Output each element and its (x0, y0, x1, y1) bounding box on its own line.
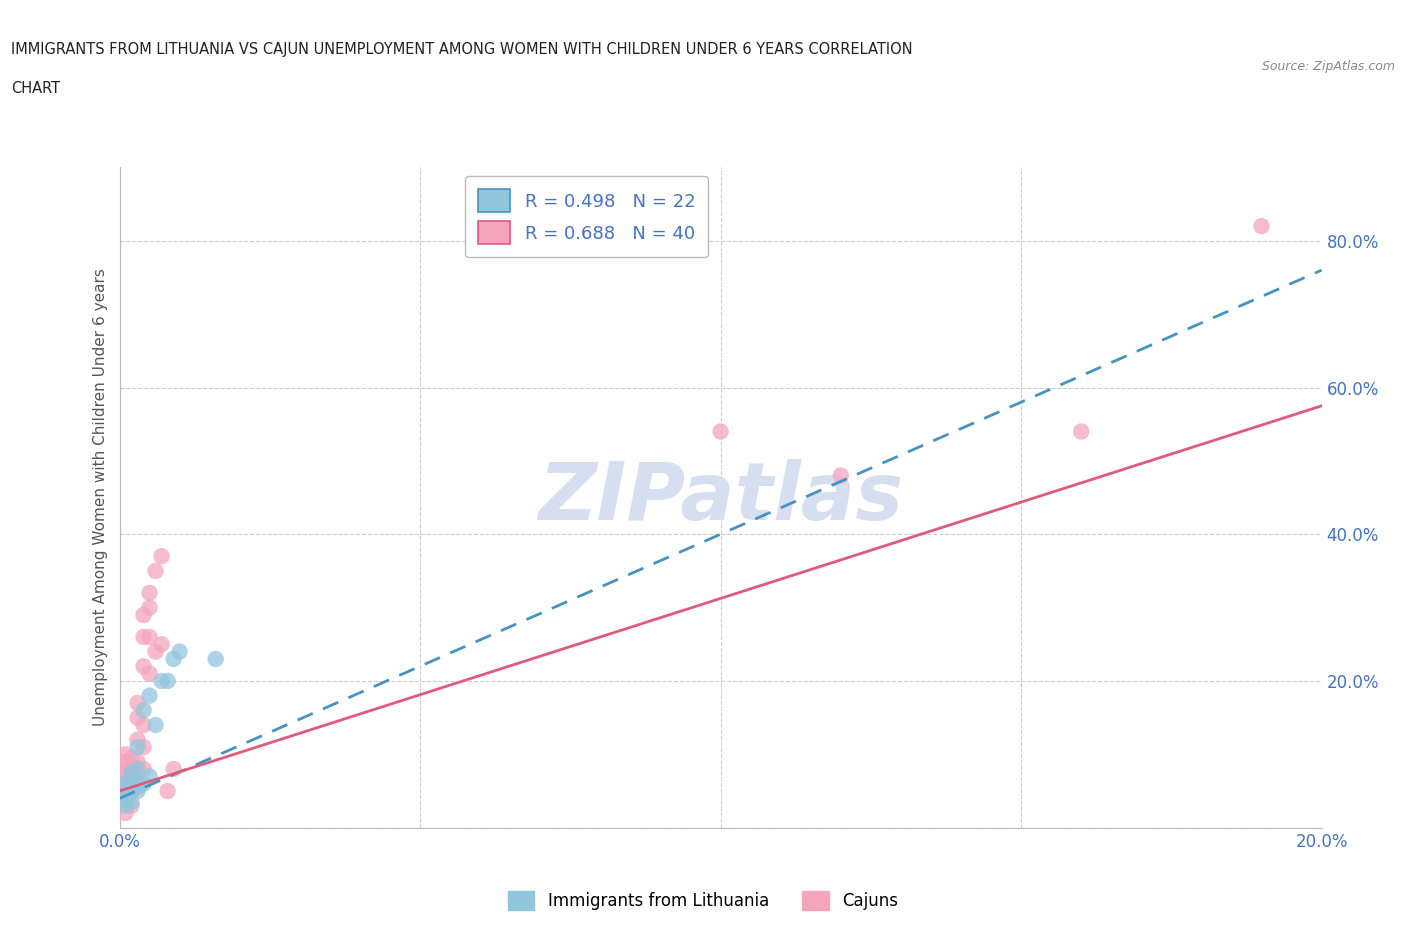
Point (132, 718, 155, 733)
Point (132, 658, 155, 673)
Point (127, 784, 149, 799)
Point (121, 773, 143, 788)
Point (162, 762, 184, 777)
Point (138, 586, 160, 601)
Point (150, 673, 173, 688)
Point (127, 777, 149, 791)
Point (121, 784, 143, 799)
Point (145, 644, 167, 659)
Text: Source: ZipAtlas.com: Source: ZipAtlas.com (1261, 60, 1395, 73)
Point (127, 696, 149, 711)
Point (132, 607, 155, 622)
Point (145, 564, 167, 578)
Legend: Immigrants from Lithuania, Cajuns: Immigrants from Lithuania, Cajuns (501, 884, 905, 917)
Point (114, 762, 136, 777)
Point (138, 688, 160, 703)
Point (150, 549, 173, 564)
Point (1250, 219, 1272, 233)
Point (114, 765, 136, 780)
Point (138, 630, 160, 644)
Point (114, 777, 136, 791)
Point (127, 754, 149, 769)
Point (121, 777, 143, 791)
Point (127, 739, 149, 754)
Point (138, 769, 160, 784)
Point (114, 747, 136, 762)
Point (114, 798, 136, 813)
Point (121, 758, 143, 773)
Text: ZIPatlas: ZIPatlas (538, 458, 903, 537)
Point (204, 652, 226, 667)
Point (114, 754, 136, 769)
Point (132, 777, 155, 791)
Point (114, 780, 136, 795)
Point (145, 718, 167, 733)
Point (121, 798, 143, 813)
Point (132, 762, 155, 777)
Point (132, 630, 155, 644)
Point (150, 637, 173, 652)
Point (132, 739, 155, 754)
Point (138, 666, 160, 681)
Point (127, 711, 149, 725)
Point (121, 765, 143, 780)
Point (121, 784, 143, 799)
Point (114, 790, 136, 805)
Point (121, 751, 143, 765)
Point (121, 765, 143, 780)
Point (709, 424, 731, 439)
Point (127, 780, 149, 795)
Point (114, 805, 136, 820)
Legend: R = 0.498   N = 22, R = 0.688   N = 40: R = 0.498 N = 22, R = 0.688 N = 40 (465, 177, 709, 257)
Point (156, 784, 179, 799)
Point (121, 794, 143, 809)
Text: CHART: CHART (11, 81, 60, 96)
Point (169, 644, 191, 659)
Y-axis label: Unemployment Among Women with Children Under 6 years: Unemployment Among Women with Children U… (93, 269, 108, 726)
Point (127, 732, 149, 747)
Point (156, 673, 179, 688)
Point (114, 784, 136, 799)
Point (162, 652, 184, 667)
Point (127, 769, 149, 784)
Point (114, 790, 136, 805)
Point (127, 762, 149, 777)
Point (1070, 424, 1092, 439)
Point (132, 703, 155, 718)
Text: IMMIGRANTS FROM LITHUANIA VS CAJUN UNEMPLOYMENT AMONG WOMEN WITH CHILDREN UNDER : IMMIGRANTS FROM LITHUANIA VS CAJUN UNEMP… (11, 42, 912, 57)
Point (114, 777, 136, 791)
Point (830, 468, 852, 483)
Point (138, 600, 160, 615)
